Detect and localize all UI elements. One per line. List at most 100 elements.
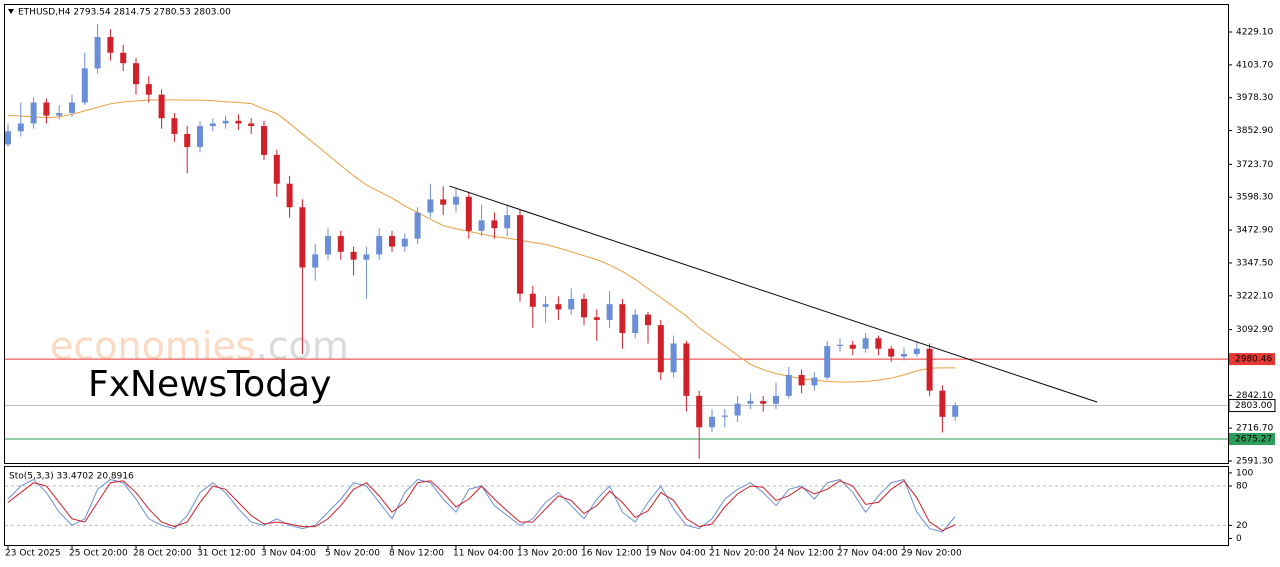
candle-body: [888, 348, 895, 357]
indicator-line: [7, 480, 956, 532]
candle-body: [632, 314, 639, 333]
candle-body: [785, 374, 792, 396]
candle-body: [414, 212, 421, 239]
candle-body: [197, 126, 203, 148]
candle-body: [824, 346, 831, 378]
candle-body: [299, 207, 306, 268]
candle-body: [312, 254, 319, 268]
candle-body: [363, 254, 370, 260]
x-tick-label: 3 Nov 04:00: [261, 549, 316, 559]
candle-body: [504, 215, 511, 229]
candle-body: [734, 403, 741, 416]
candle-body: [568, 298, 575, 310]
candle-body: [849, 344, 856, 349]
chart-title: ETHUSD,H4 2793.54 2814.75 2780.53 2803.0…: [18, 8, 231, 18]
price-tag-label: 2980.46: [1235, 355, 1272, 365]
candle-body: [389, 236, 395, 247]
candle-body: [709, 416, 715, 428]
candle-body: [478, 220, 485, 231]
candle-body: [952, 405, 959, 417]
candle-body: [760, 401, 767, 404]
candle-body: [273, 154, 280, 184]
x-tick-label: 8 Nov 12:00: [389, 549, 444, 559]
candle-body: [30, 102, 37, 124]
candle-body: [773, 395, 779, 404]
candle-body: [875, 338, 882, 349]
candle-body: [133, 63, 139, 85]
y-tick-label: 3092.90: [1236, 325, 1273, 335]
x-tick-label: 21 Nov 20:00: [709, 549, 770, 559]
x-tick-label: 29 Nov 20:00: [901, 549, 962, 559]
candle-body: [209, 123, 216, 127]
candle-body: [56, 112, 63, 116]
candle-body: [453, 196, 459, 205]
candle-body: [837, 344, 843, 347]
watermark-brand: economies: [50, 324, 256, 368]
price-tag-label: 2803.00: [1235, 401, 1272, 411]
indicator-label: Sto(5,3,3) 33.4702 20.8916: [9, 472, 134, 482]
y-tick-label: 3347.50: [1236, 258, 1273, 268]
candle-body: [721, 415, 728, 417]
candle-body: [747, 401, 754, 404]
y-tick-label: 3472.90: [1236, 226, 1273, 236]
candle-body: [94, 37, 101, 69]
candle-body: [248, 123, 255, 127]
x-tick-label: 19 Nov 04:00: [645, 549, 706, 559]
price-tag: [1229, 433, 1275, 446]
x-tick-label: 27 Nov 04:00: [837, 549, 898, 559]
price-tag-label: 2675.27: [1235, 435, 1272, 445]
candle-body: [465, 196, 472, 231]
header-arrow: [8, 9, 14, 14]
candle-body: [593, 317, 600, 320]
candle-body: [696, 395, 703, 428]
candle-body: [120, 52, 127, 64]
watermark: economies.com FxNewsToday: [50, 324, 349, 406]
y-tick-label: 2716.70: [1236, 424, 1273, 434]
candle-body: [171, 118, 178, 134]
candle-body: [542, 304, 549, 307]
candle-body: [491, 220, 498, 229]
candle-body: [401, 238, 408, 247]
indicator-tick-label: 100: [1236, 468, 1253, 478]
candle-body: [17, 123, 24, 132]
candle-body: [862, 338, 869, 349]
y-tick-label: 4103.70: [1236, 60, 1273, 70]
y-tick-label: 2591.30: [1236, 457, 1273, 467]
y-tick-label: 4229.10: [1236, 28, 1273, 38]
x-tick-label: 11 Nov 04:00: [453, 549, 514, 559]
candle-body: [657, 325, 664, 373]
x-tick-label: 13 Nov 20:00: [517, 549, 578, 559]
candle-body: [158, 94, 165, 119]
candle-body: [619, 304, 626, 333]
price-tag: [1229, 353, 1275, 366]
candle-body: [683, 343, 690, 396]
candle-body: [811, 377, 818, 386]
candle-body: [184, 133, 191, 148]
candle-body: [337, 236, 344, 252]
watermark-second: FxNewsToday: [88, 364, 331, 405]
y-tick-label: 3723.70: [1236, 160, 1273, 170]
x-tick-label: 31 Oct 12:00: [197, 549, 256, 559]
candle-body: [913, 348, 920, 354]
candle-body: [107, 37, 114, 53]
y-tick-label: 3598.30: [1236, 193, 1273, 203]
candle-body: [939, 390, 946, 417]
x-tick-label: 25 Oct 20:00: [69, 549, 128, 559]
candle-body: [145, 84, 152, 95]
candle-body: [798, 374, 805, 386]
candle-body: [43, 102, 50, 116]
candle-body: [517, 215, 523, 294]
candle-body: [581, 298, 587, 318]
candle-body: [901, 353, 907, 357]
candle-body: [926, 348, 933, 391]
indicator-frame: [4, 466, 1229, 546]
candle-body: [427, 199, 434, 213]
candle-body: [645, 314, 651, 326]
candle-body: [69, 102, 75, 113]
x-tick-label: 28 Oct 20:00: [133, 549, 192, 559]
candle-body: [350, 251, 357, 260]
candle-body: [440, 199, 447, 205]
